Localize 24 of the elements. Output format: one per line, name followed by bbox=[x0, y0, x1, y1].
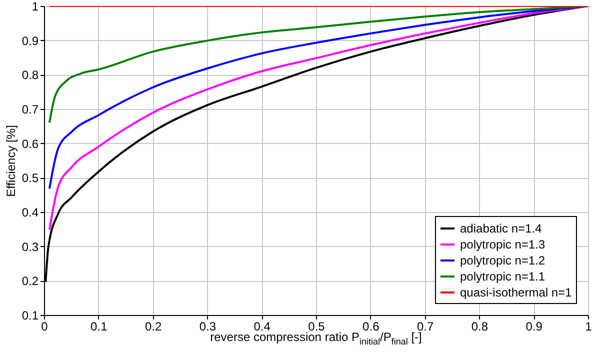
x-tick-label: 1 bbox=[585, 320, 592, 334]
y-tick-label: 0.5 bbox=[22, 171, 39, 186]
y-tick-label: 0.3 bbox=[22, 240, 39, 254]
x-tick-label: 0.2 bbox=[144, 320, 162, 334]
y-tick-label: 0.1 bbox=[22, 308, 39, 322]
legend-label: polytropic n=1.2 bbox=[460, 254, 546, 268]
line-series bbox=[48, 6, 588, 190]
y-tick-label: 0.4 bbox=[22, 206, 39, 220]
legend-label: polytropic n=1.1 bbox=[460, 270, 546, 284]
y-tick-label: 0.2 bbox=[22, 274, 39, 288]
y-tick-label: 0.7 bbox=[22, 102, 39, 116]
x-tick-label: 0.9 bbox=[526, 320, 543, 334]
legend-label: adiabatic n=1.4 bbox=[460, 222, 542, 236]
line-series bbox=[48, 6, 588, 231]
y-tick-label: 1 bbox=[32, 0, 39, 14]
y-axis-title: Efficiency [%] bbox=[4, 125, 18, 197]
y-tick-label: 0.6 bbox=[22, 136, 39, 151]
x-tick-label: 0.1 bbox=[90, 320, 108, 334]
legend-label: polytropic n=1.3 bbox=[460, 238, 546, 252]
y-tick-label: 0.9 bbox=[22, 34, 39, 48]
y-tick-label: 0.8 bbox=[22, 68, 39, 82]
x-tick-label: 0.8 bbox=[471, 320, 488, 334]
legend-label: quasi-isothermal n=1 bbox=[460, 286, 572, 300]
x-tick-label: 0 bbox=[41, 320, 48, 334]
